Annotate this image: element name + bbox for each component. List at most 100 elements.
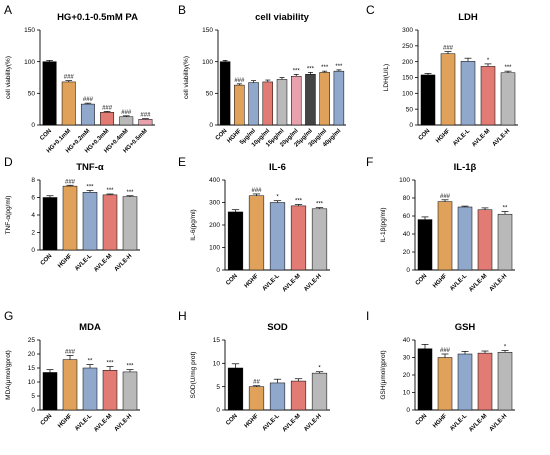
bar bbox=[290, 75, 302, 126]
bar bbox=[437, 357, 453, 411]
y-axis-label: GSH(μmol/gprot) bbox=[380, 350, 387, 399]
y-tick-label: 2 bbox=[31, 230, 35, 237]
panel-letter: B bbox=[178, 3, 186, 17]
bar bbox=[100, 112, 115, 126]
x-tick-label: CON bbox=[415, 413, 429, 427]
y-tick-label: 150 bbox=[402, 75, 413, 82]
y-tick-label: 400 bbox=[209, 177, 220, 184]
significance-label: *** bbox=[86, 185, 94, 191]
panel-letter: I bbox=[366, 309, 369, 323]
y-tick-label: 30 bbox=[403, 355, 411, 362]
significance-label: ### bbox=[140, 113, 151, 119]
significance-label: *** bbox=[295, 199, 303, 205]
y-tick-label: 4 bbox=[31, 212, 35, 219]
bar bbox=[440, 53, 456, 126]
y-tick-label: 10 bbox=[28, 379, 36, 386]
significance-label: ### bbox=[440, 194, 451, 200]
y-tick-label: 20 bbox=[403, 372, 411, 379]
bar bbox=[227, 367, 244, 411]
y-axis-label: cell viability(%) bbox=[5, 56, 12, 99]
y-tick-label: 20 bbox=[28, 351, 36, 358]
x-tick-label: CON bbox=[225, 413, 239, 427]
x-tick-label: AVLE-H bbox=[114, 253, 134, 273]
x-tick-label: AVLE-M bbox=[93, 413, 113, 433]
x-tick-label: CON bbox=[40, 413, 54, 427]
significance-label: ### bbox=[440, 348, 451, 354]
bar bbox=[290, 380, 307, 411]
x-tick-label: AVLE-H bbox=[114, 413, 134, 433]
significance-label: * bbox=[504, 345, 507, 351]
x-tick-label: CON bbox=[39, 128, 53, 142]
bar bbox=[82, 367, 98, 411]
panel-letter: C bbox=[366, 3, 375, 17]
y-tick-label: 0 bbox=[209, 122, 213, 129]
y-tick-label: 100 bbox=[24, 59, 35, 66]
bar bbox=[500, 72, 516, 126]
y-axis-label: LDH(U/L) bbox=[383, 64, 390, 91]
panel-g: G MDA 0 5 10 15 20 25 MDA(μmol/gprot) CON ### HGHF *… bbox=[4, 309, 140, 433]
bar bbox=[122, 371, 138, 411]
panel-letter: A bbox=[4, 3, 12, 17]
chart-title: IL-6 bbox=[269, 162, 286, 173]
significance-label: ### bbox=[443, 46, 454, 52]
panel-letter: E bbox=[178, 155, 186, 169]
bar bbox=[82, 192, 98, 251]
x-tick-label: CON bbox=[415, 273, 429, 287]
significance-label: * bbox=[276, 195, 279, 201]
x-tick-label: AVLE-L bbox=[74, 253, 93, 272]
bar bbox=[497, 352, 513, 411]
y-axis-label: TNF-α(pg/ml) bbox=[5, 196, 12, 235]
x-tick-label: AVLE-H bbox=[489, 273, 509, 293]
y-axis-label: IL-6(pg/ml) bbox=[190, 209, 197, 240]
bar bbox=[311, 372, 328, 411]
y-tick-label: 25 bbox=[28, 337, 36, 344]
x-tick-label: HGHF bbox=[57, 413, 73, 429]
x-tick-label: AVLE-M bbox=[468, 273, 488, 293]
significance-label: *** bbox=[126, 364, 134, 370]
bar bbox=[262, 81, 274, 126]
y-tick-label: 15 bbox=[28, 365, 36, 372]
bar bbox=[61, 81, 76, 126]
bar bbox=[42, 61, 57, 126]
y-tick-label: 100 bbox=[402, 91, 413, 98]
y-tick-label: 200 bbox=[402, 59, 413, 66]
bar bbox=[119, 116, 134, 126]
x-tick-label: AVLE-H bbox=[492, 128, 512, 148]
y-tick-label: 300 bbox=[402, 27, 413, 34]
y-tick-label: 10 bbox=[403, 390, 411, 397]
significance-label: *** bbox=[316, 202, 324, 208]
y-tick-label: 0 bbox=[406, 407, 410, 414]
bar bbox=[80, 103, 95, 126]
bar bbox=[276, 79, 288, 126]
y-tick-label: 300 bbox=[209, 200, 220, 207]
y-axis-label: MDA(μmol/gprot) bbox=[5, 350, 12, 400]
y-tick-label: 0 bbox=[31, 407, 35, 414]
bar bbox=[477, 352, 493, 411]
bar bbox=[42, 197, 58, 251]
x-tick-label: HGHF bbox=[57, 253, 73, 269]
y-tick-label: 80 bbox=[403, 195, 411, 202]
bar bbox=[102, 194, 118, 251]
x-tick-label: AVLE-M bbox=[468, 413, 488, 433]
bar bbox=[305, 74, 316, 126]
y-tick-label: 60 bbox=[403, 213, 411, 220]
x-tick-label: AVLE-L bbox=[452, 128, 471, 147]
bar bbox=[457, 353, 473, 411]
x-tick-label: HGHF bbox=[432, 413, 448, 429]
significance-label: *** bbox=[307, 66, 315, 72]
x-tick-label: AVLE-L bbox=[449, 273, 468, 292]
y-tick-label: 40 bbox=[403, 231, 411, 238]
chart-title: GSH bbox=[455, 322, 476, 333]
x-tick-label: AVLE-L bbox=[262, 413, 281, 432]
chart-title: SOD bbox=[267, 322, 288, 333]
y-tick-label: 0 bbox=[406, 267, 410, 274]
x-tick-label: HGHF bbox=[432, 273, 448, 289]
significance-label: ### bbox=[234, 78, 245, 84]
y-tick-label: 250 bbox=[402, 43, 413, 50]
significance-label: *** bbox=[504, 65, 512, 71]
y-tick-label: 0 bbox=[409, 122, 413, 129]
